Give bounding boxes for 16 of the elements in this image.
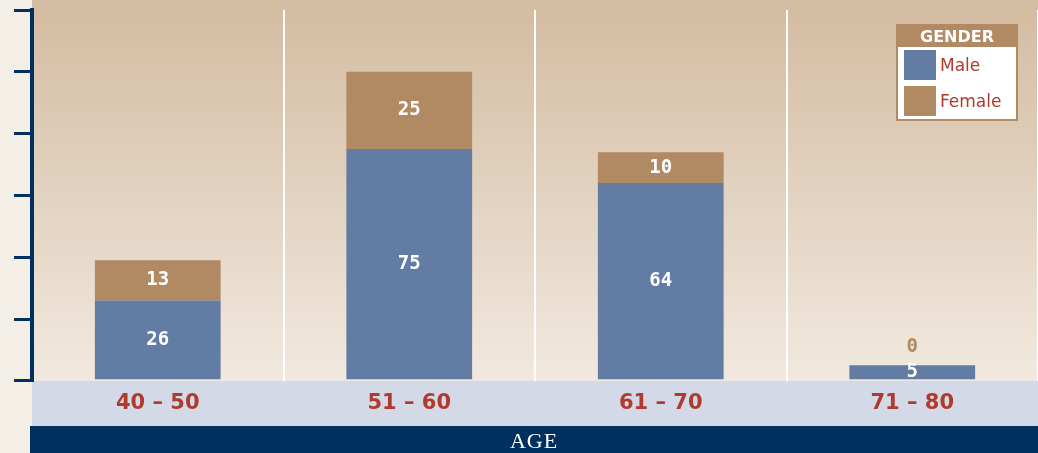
data-label: 64 [649,268,673,291]
legend-label: Male [940,55,981,75]
x-tick-label: 71 – 80 [870,389,955,414]
data-label: 0 [906,334,918,357]
data-label: 75 [397,251,421,274]
legend-title: GENDER [898,26,1016,47]
legend-label: Female [940,91,1002,111]
x-tick-label: 40 – 50 [115,389,200,414]
x-axis-title: AGE [30,426,1038,453]
data-label: 13 [146,267,170,290]
data-label: 26 [146,326,170,349]
data-label: 5 [906,359,918,382]
x-tick-label: 61 – 70 [618,389,703,414]
x-tick-label: 51 – 60 [367,389,452,414]
data-label: 25 [397,97,421,120]
data-label: 10 [649,154,673,177]
